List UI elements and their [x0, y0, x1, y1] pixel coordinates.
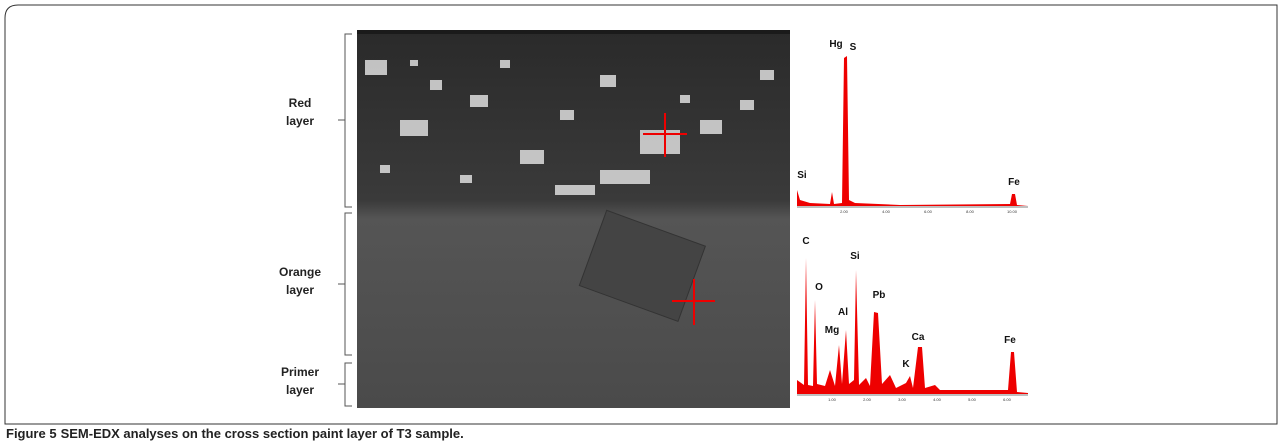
tick-label: 10.00 — [1007, 209, 1018, 214]
tick-label: 4.00 — [933, 397, 942, 402]
peak-label: Si — [797, 170, 807, 181]
tick-label: 6.00 — [1003, 397, 1012, 402]
frame — [4, 4, 1278, 425]
spectrum-top — [797, 56, 1028, 208]
layer-label: Primer — [281, 365, 319, 379]
tick-label: 1.00 — [828, 397, 837, 402]
caption-label: Figure 5 — [6, 426, 57, 441]
peak-label: Si — [850, 251, 860, 262]
layer-label: Red — [289, 96, 312, 110]
peak-label: Fe — [1008, 177, 1020, 188]
layer-label: layer — [286, 114, 314, 128]
layer-label: layer — [286, 283, 314, 297]
caption: Figure 5 SEM-EDX analyses on the cross se… — [6, 426, 464, 441]
tick-label: 5.00 — [968, 397, 977, 402]
peak-label: S — [850, 42, 857, 53]
tick-label: 2.00 — [863, 397, 872, 402]
layer-label: layer — [286, 383, 314, 397]
tick-label: 2.00 — [840, 209, 849, 214]
spectrum-bottom — [797, 258, 1028, 396]
peak-label: Al — [838, 307, 848, 318]
peak-label: Fe — [1004, 335, 1016, 346]
peak-label: Ca — [912, 332, 925, 343]
tick-label: 6.00 — [924, 209, 933, 214]
tick-label: 3.00 — [898, 397, 907, 402]
sem-image — [357, 30, 790, 408]
peak-label: O — [815, 282, 823, 293]
tick-label: 8.00 — [966, 209, 975, 214]
peak-label: Hg — [829, 39, 842, 50]
brackets — [338, 33, 352, 407]
peak-label: K — [902, 359, 910, 370]
tick-label: 4.00 — [882, 209, 891, 214]
peak-label: Mg — [825, 325, 839, 336]
layer-label: Orange — [279, 265, 321, 279]
peak-label: C — [802, 236, 809, 247]
peak-label: Pb — [873, 290, 886, 301]
caption-text: SEM-EDX analyses on the cross section pa… — [61, 426, 464, 441]
